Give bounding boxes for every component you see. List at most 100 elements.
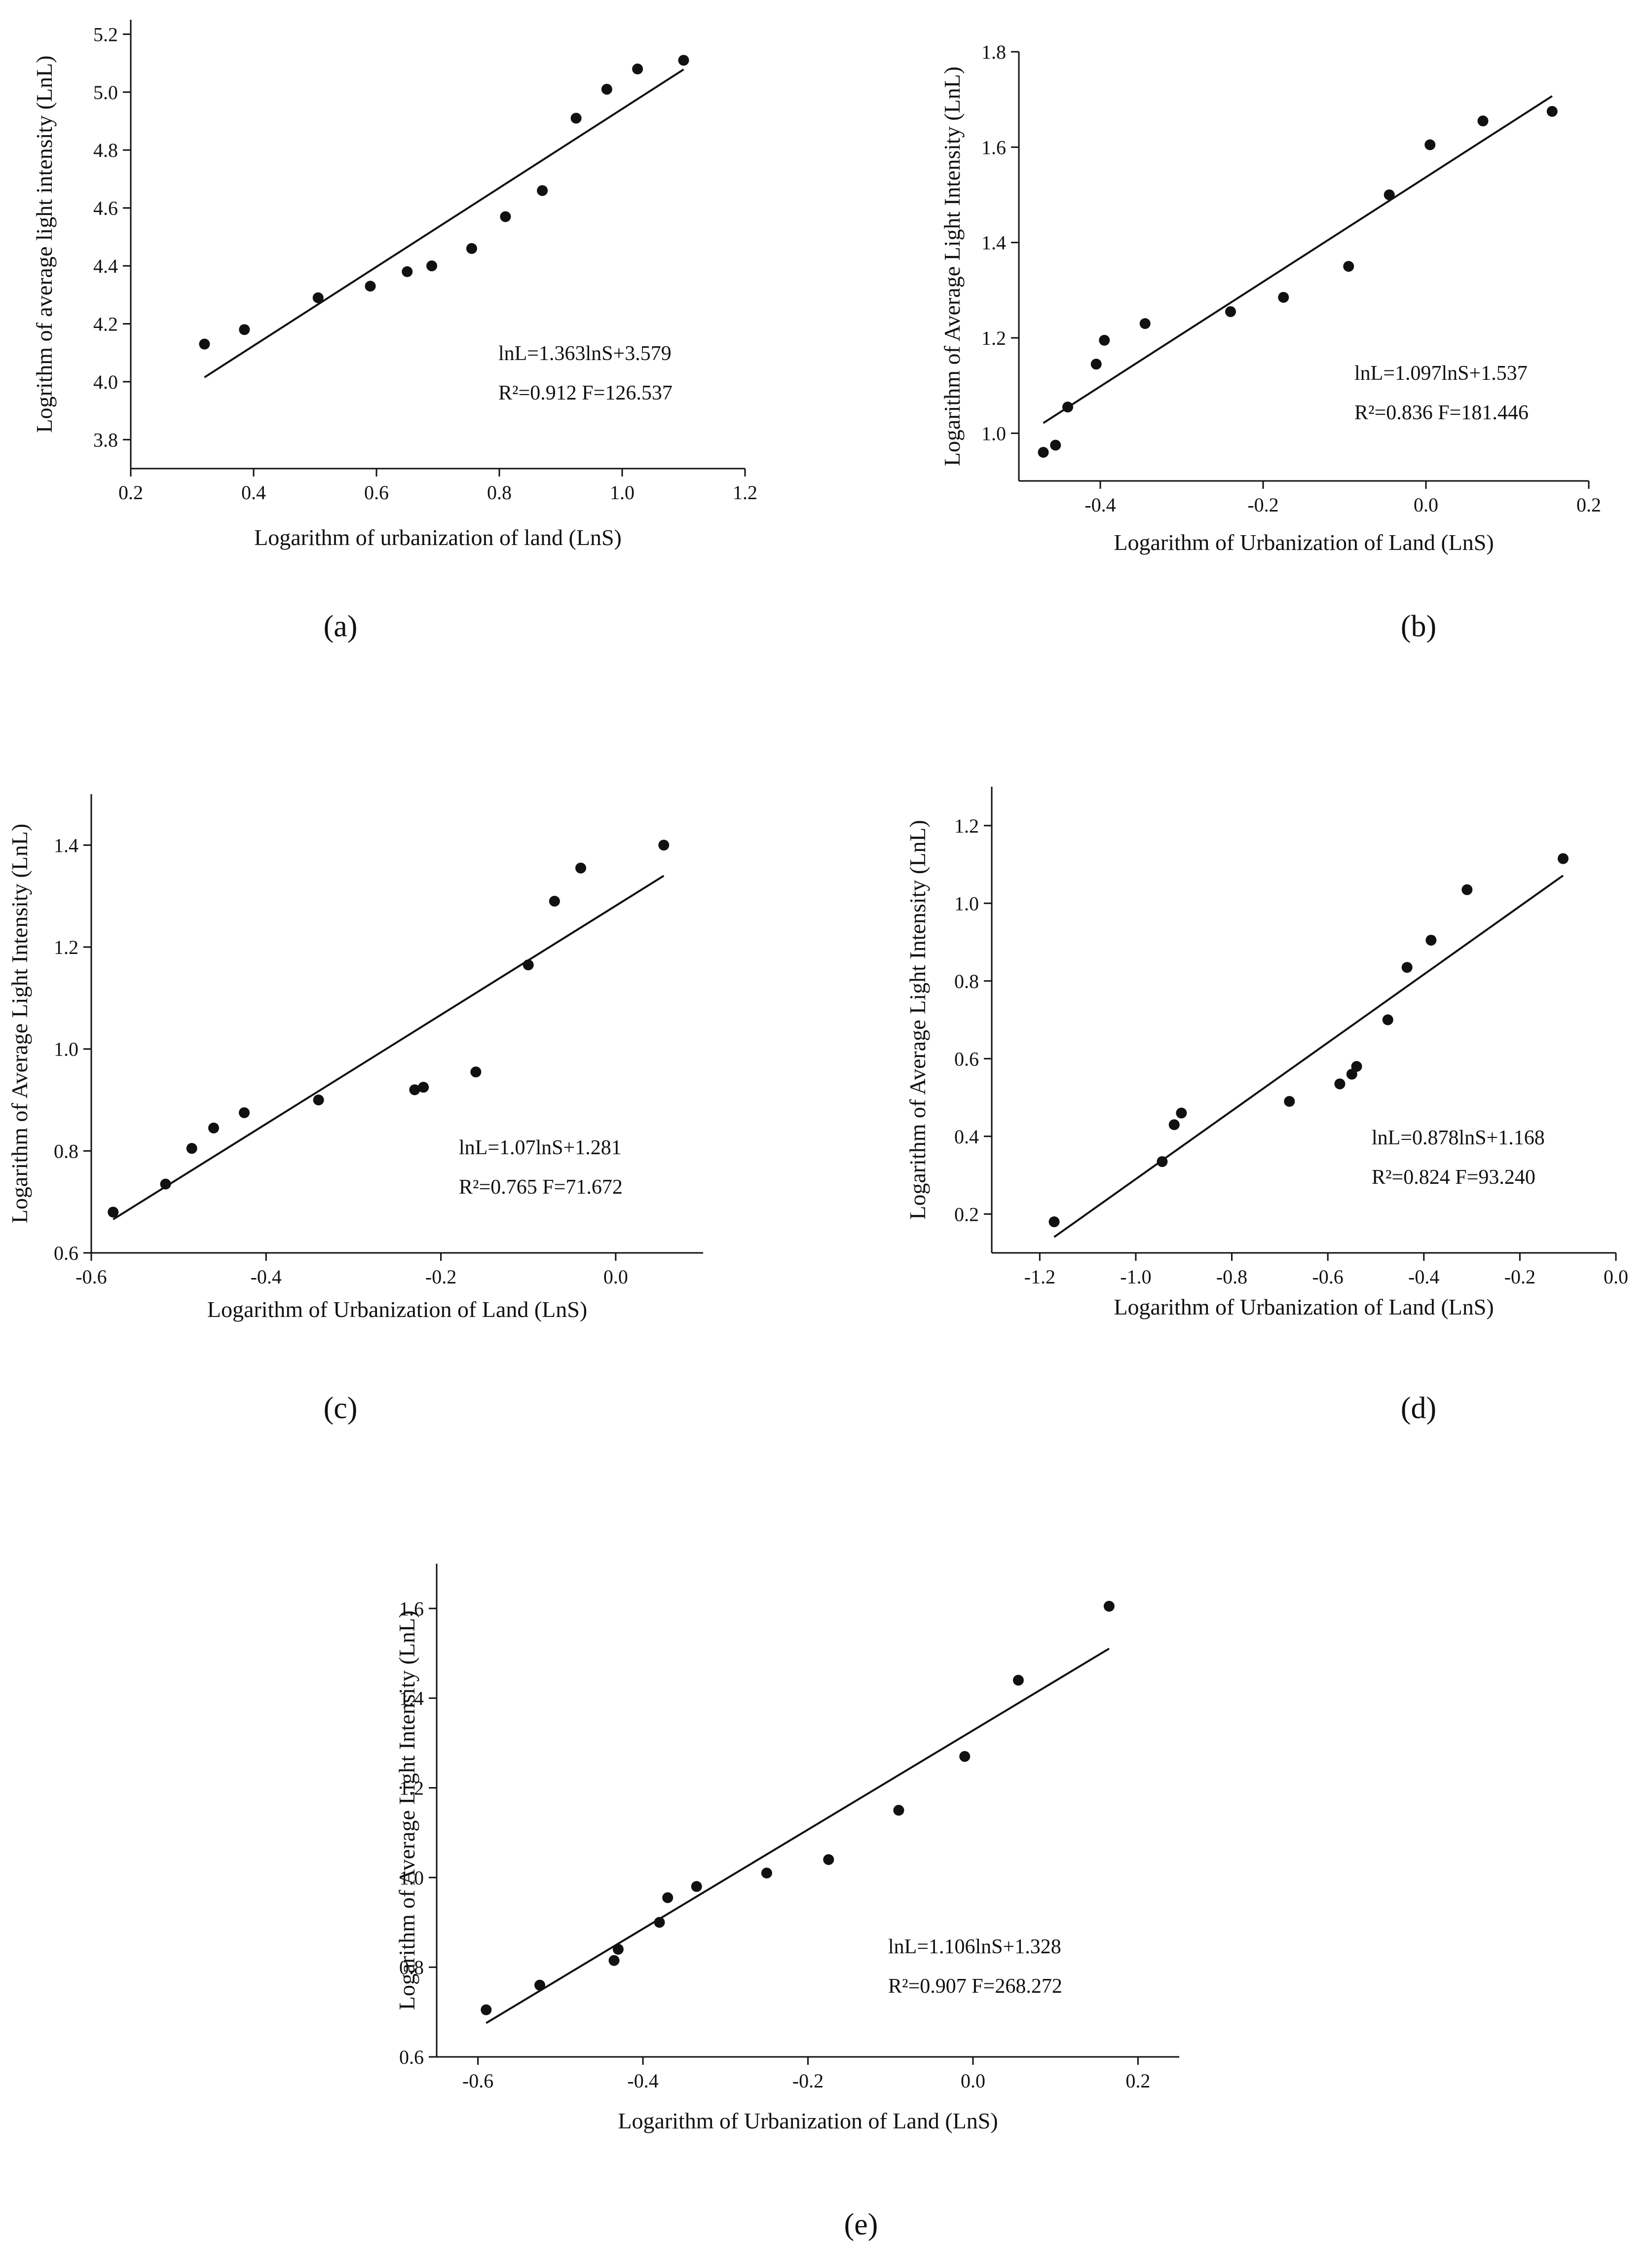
scatter-panel-b: -0.4 -0.2 0.0 0.2 1.0 1.2 1.4 1.6 1.8 Logarithm o… <box>939 41 1601 643</box>
data-point <box>1012 1675 1024 1686</box>
x-tick-label: -0.2 <box>425 1266 456 1288</box>
data-point <box>601 83 612 95</box>
regression-equation: lnL=1.363lnS+3.579 <box>498 342 672 365</box>
regression-equation: lnL=1.07lnS+1.281 <box>459 1136 622 1159</box>
data-point <box>632 63 643 74</box>
data-point <box>1225 306 1236 317</box>
panel-caption: (c) <box>324 1391 358 1425</box>
x-tick-label: 0.2 <box>118 481 143 504</box>
data-point <box>481 2004 492 2015</box>
scatter-panel-a: 0.2 0.4 0.6 0.8 1.0 1.2 3.8 4.0 4.2 4.4 4.6 4.8 5.0 5… <box>32 20 757 643</box>
x-tick-label: 0.0 <box>603 1266 628 1288</box>
x-tick-label: -0.2 <box>1504 1266 1535 1288</box>
regression-equation: lnL=0.878lnS+1.168 <box>1372 1127 1545 1149</box>
x-tick-label: -0.4 <box>1085 494 1116 516</box>
data-point <box>1334 1078 1346 1090</box>
data-point <box>402 266 413 277</box>
x-tick-label: 0.6 <box>364 481 389 504</box>
data-point <box>312 292 324 303</box>
panel-caption: (e) <box>844 2208 878 2241</box>
y-tick-label: 4.8 <box>93 139 118 161</box>
data-point <box>1103 1601 1115 1612</box>
x-tick-label: -0.6 <box>1312 1266 1343 1288</box>
data-point <box>1048 1216 1060 1227</box>
data-point <box>313 1095 324 1105</box>
data-point <box>1157 1156 1168 1167</box>
y-tick-label: 0.6 <box>954 1048 979 1070</box>
y-axis-title: Logarithm of Average Light Intensity (Ln… <box>394 1610 419 2010</box>
x-tick-label: 0.2 <box>1125 2070 1150 2092</box>
data-point <box>1424 139 1436 150</box>
y-axis-title: Logarithm of Average Light Intensity (Ln… <box>939 67 965 466</box>
y-axis-title: Logarithm of Average Light Intensity (Ln… <box>7 824 32 1223</box>
x-axis-title: Logarithm of Urbanization of Land (LnS) <box>1114 530 1494 555</box>
y-tick-label: 1.2 <box>981 327 1006 349</box>
data-point <box>1401 962 1413 973</box>
data-point <box>1382 1014 1393 1025</box>
data-point <box>239 324 250 335</box>
x-tick-label: -0.2 <box>1247 494 1278 516</box>
data-point <box>761 1867 772 1879</box>
x-tick-label: -0.4 <box>251 1266 282 1288</box>
y-tick-label: 4.6 <box>93 197 118 219</box>
x-tick-label: 0.0 <box>961 2070 985 2092</box>
y-tick-label: 0.6 <box>54 1242 78 1264</box>
r-squared-f-stat: R²=0.824 F=93.240 <box>1372 1166 1535 1189</box>
r-squared-f-stat: R²=0.912 F=126.537 <box>498 382 673 404</box>
y-tick-label: 1.8 <box>981 41 1006 63</box>
panel-caption: (d) <box>1401 1391 1436 1425</box>
data-point <box>537 185 548 196</box>
y-tick-label: 5.0 <box>93 81 118 104</box>
data-point <box>608 1955 620 1966</box>
data-point <box>691 1881 702 1892</box>
data-point <box>1461 884 1473 895</box>
data-point <box>426 260 438 272</box>
data-point <box>1557 853 1569 864</box>
panel-caption: (b) <box>1401 610 1436 643</box>
x-axis-title: Logarithm of Urbanization of Land (LnS) <box>618 2108 998 2133</box>
x-tick-label: 1.0 <box>610 481 635 504</box>
r-squared-f-stat: R²=0.836 F=181.446 <box>1354 402 1529 424</box>
y-tick-label: 1.6 <box>981 136 1006 158</box>
data-point <box>365 281 376 292</box>
regression-equation: lnL=1.106lnS+1.328 <box>888 1936 1061 1958</box>
data-point <box>466 243 477 254</box>
regression-equation: lnL=1.097lnS+1.537 <box>1354 362 1528 385</box>
regression-line <box>1043 95 1553 424</box>
y-tick-label: 1.0 <box>54 1038 78 1061</box>
y-tick-label: 1.4 <box>54 834 78 856</box>
data-point <box>199 338 210 350</box>
data-point <box>1062 402 1073 413</box>
scatter-panel-d: -1.2 -1.0 -0.8 -0.6 -0.4 -0.2 0.0 0.2 0.4 0.6 0.8 1… <box>905 787 1628 1425</box>
y-tick-label: 4.0 <box>93 371 118 393</box>
x-tick-label: -1.2 <box>1024 1266 1055 1288</box>
y-tick-label: 0.6 <box>399 2046 424 2068</box>
data-point <box>1090 359 1102 370</box>
x-axis-title: Logarithm of Urbanization of Land (LnS) <box>1114 1294 1494 1319</box>
x-tick-label: -0.8 <box>1216 1266 1247 1288</box>
data-point <box>959 1751 971 1762</box>
data-point <box>186 1143 197 1154</box>
data-point <box>570 112 582 124</box>
y-tick-label: 1.0 <box>954 892 979 915</box>
x-tick-label: 0.2 <box>1576 494 1601 516</box>
data-point <box>893 1805 904 1816</box>
x-tick-label: 1.2 <box>733 481 757 504</box>
y-tick-label: 4.2 <box>93 313 118 335</box>
data-point <box>1139 318 1151 329</box>
x-tick-label: -0.6 <box>75 1266 107 1288</box>
data-point <box>1343 261 1354 272</box>
data-point <box>549 896 560 907</box>
data-point <box>1425 935 1437 946</box>
y-tick-label: 3.8 <box>93 429 118 451</box>
data-point <box>1346 1068 1357 1080</box>
data-point <box>239 1107 250 1118</box>
data-point <box>470 1066 482 1078</box>
data-point <box>108 1207 119 1218</box>
x-axis-title: Logarithm of Urbanization of Land (LnS) <box>207 1297 587 1322</box>
y-tick-label: 4.4 <box>93 255 118 277</box>
data-point <box>1284 1096 1295 1107</box>
x-tick-label: -0.2 <box>792 2070 823 2092</box>
data-point <box>1168 1119 1180 1131</box>
